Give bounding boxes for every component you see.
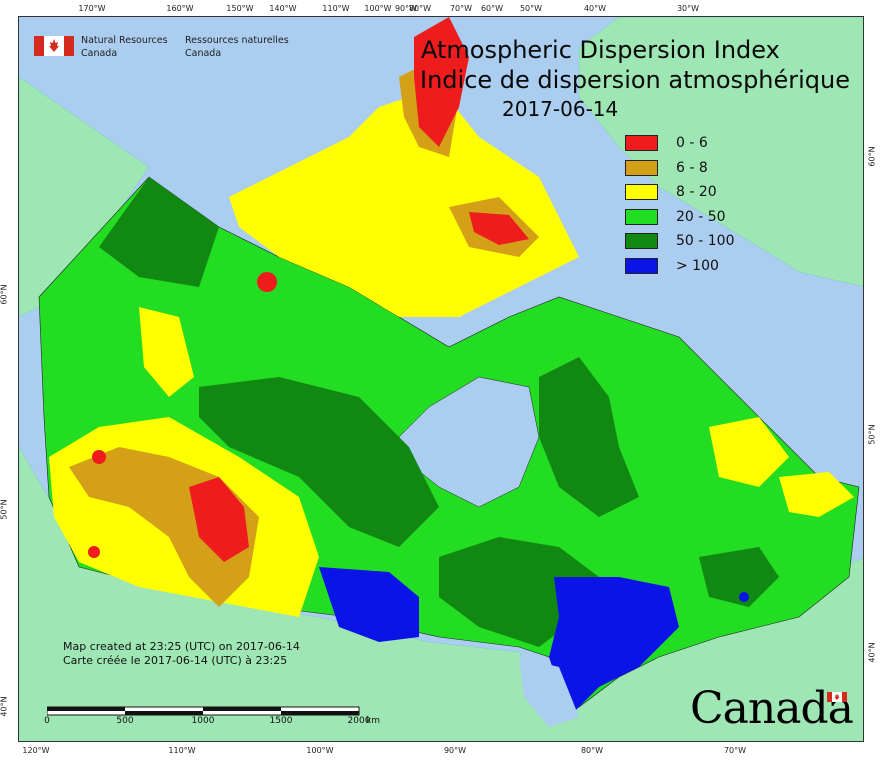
- graticule-label: 30°W: [676, 4, 700, 13]
- zone-0-6-spot: [257, 272, 277, 292]
- legend-label: 0 - 6: [676, 135, 708, 151]
- legend-swatch: [625, 233, 658, 249]
- legend-label: > 100: [676, 257, 719, 274]
- scale-bar: 0 500 1000 1500 2000 km: [44, 703, 380, 726]
- zone-0-6-baffin: [469, 212, 529, 245]
- zone-8-20-northwest: [139, 307, 194, 397]
- graticule-label: 40°N: [0, 696, 9, 717]
- agency-name-fr-line2: Canada: [185, 48, 222, 59]
- great-lakes: [519, 657, 579, 727]
- graticule-label: 40°N: [867, 642, 877, 663]
- wordmark-flag-icon: [827, 692, 847, 702]
- graticule-label: 70°W: [723, 746, 747, 755]
- map-title-en: Atmospheric Dispersion Index: [421, 36, 780, 64]
- zone-8-20-labrador: [709, 417, 789, 487]
- zone-0-6-spot: [92, 450, 106, 464]
- graticule-label: 60°W: [480, 4, 504, 13]
- graticule-label: 110°W: [168, 746, 196, 755]
- scale-bar-label: 500: [116, 716, 134, 726]
- legend-swatch: [625, 208, 658, 225]
- legend-label: 50 - 100: [676, 233, 735, 249]
- graticule-label: 170°W: [78, 4, 106, 13]
- zone-gt100-quebec: [549, 577, 679, 717]
- zone-8-20-nl: [779, 472, 854, 517]
- zone-gt100-spot: [739, 592, 749, 602]
- greenland-land: [578, 17, 863, 287]
- hudson-bay: [398, 376, 540, 508]
- legend-swatch: [625, 184, 658, 200]
- graticule-label: 90°W: [443, 746, 467, 755]
- graticule-label: 40°W: [583, 4, 607, 13]
- graticule-label: 70°W: [449, 4, 473, 13]
- map-canvas[interactable]: [18, 16, 864, 742]
- credits-line-fr: Carte créée le 2017-06-14 (UTC) à 23:25: [63, 654, 288, 667]
- graticule-label: 60°N: [867, 146, 877, 167]
- legend-swatch: [625, 159, 658, 176]
- legend-label: 20 - 50: [676, 208, 726, 225]
- graticule-label: 50°N: [0, 499, 9, 520]
- legend-label: 8 - 20: [676, 184, 717, 200]
- agency-name-fr-line1: Ressources naturelles: [185, 35, 289, 46]
- graticule-label: 60°N: [0, 284, 9, 305]
- graticule-label: 140°W: [269, 4, 297, 13]
- graticule-label: 100°W: [306, 746, 334, 755]
- graticule-label: 150°W: [226, 4, 254, 13]
- zone-8-20-arctic: [229, 87, 579, 317]
- graticule-label: 50°W: [519, 4, 543, 13]
- legend-swatch: [625, 135, 658, 151]
- legend-label: 6 - 8: [676, 159, 708, 176]
- graticule-label: 50°N: [867, 424, 877, 445]
- graticule-label: 110°W: [322, 4, 350, 13]
- map-date: 2017-06-14: [502, 97, 619, 121]
- scale-bar-graphic: [46, 706, 360, 716]
- graticule-label: 80°W: [580, 746, 604, 755]
- graticule-label: 90°W: [394, 4, 418, 13]
- canada-wordmark: Canada: [690, 683, 854, 734]
- graticule-label: 160°W: [166, 4, 194, 13]
- map-title-fr: Indice de dispersion atmosphérique: [420, 66, 851, 94]
- zone-0-6-spot: [88, 546, 100, 558]
- legend-swatch: [625, 257, 658, 274]
- canada-flag-icon: [34, 36, 74, 56]
- map-credits: Map created at 23:25 (UTC) on 2017-06-14…: [63, 640, 300, 668]
- zone-50-100-quebec: [539, 357, 639, 517]
- agency-name-en-line2: Canada: [81, 48, 118, 59]
- zone-50-100-prairie: [199, 377, 439, 547]
- credits-line-en: Map created at 23:25 (UTC) on 2017-06-14: [63, 640, 300, 653]
- zone-50-100-north: [99, 177, 219, 287]
- scale-bar-label: 1000: [191, 716, 215, 726]
- zone-0-6-ellesmere: [414, 17, 469, 147]
- graticule-label: 80°W: [408, 4, 432, 13]
- agency-name-en-line1: Natural Resources: [81, 35, 168, 46]
- dispersion-map: [19, 17, 863, 741]
- scale-bar-label: 0: [44, 716, 50, 726]
- zone-0-6-alberta: [189, 477, 249, 562]
- scale-bar-label: 2000: [347, 716, 371, 726]
- zone-gt100-manitoba: [319, 567, 419, 642]
- scale-bar-unit: km: [366, 716, 380, 726]
- graticule-label: 100°W: [364, 4, 392, 13]
- zone-50-100-east: [699, 547, 779, 607]
- scale-bar-label: 1500: [269, 716, 293, 726]
- graticule-label: 120°W: [22, 746, 50, 755]
